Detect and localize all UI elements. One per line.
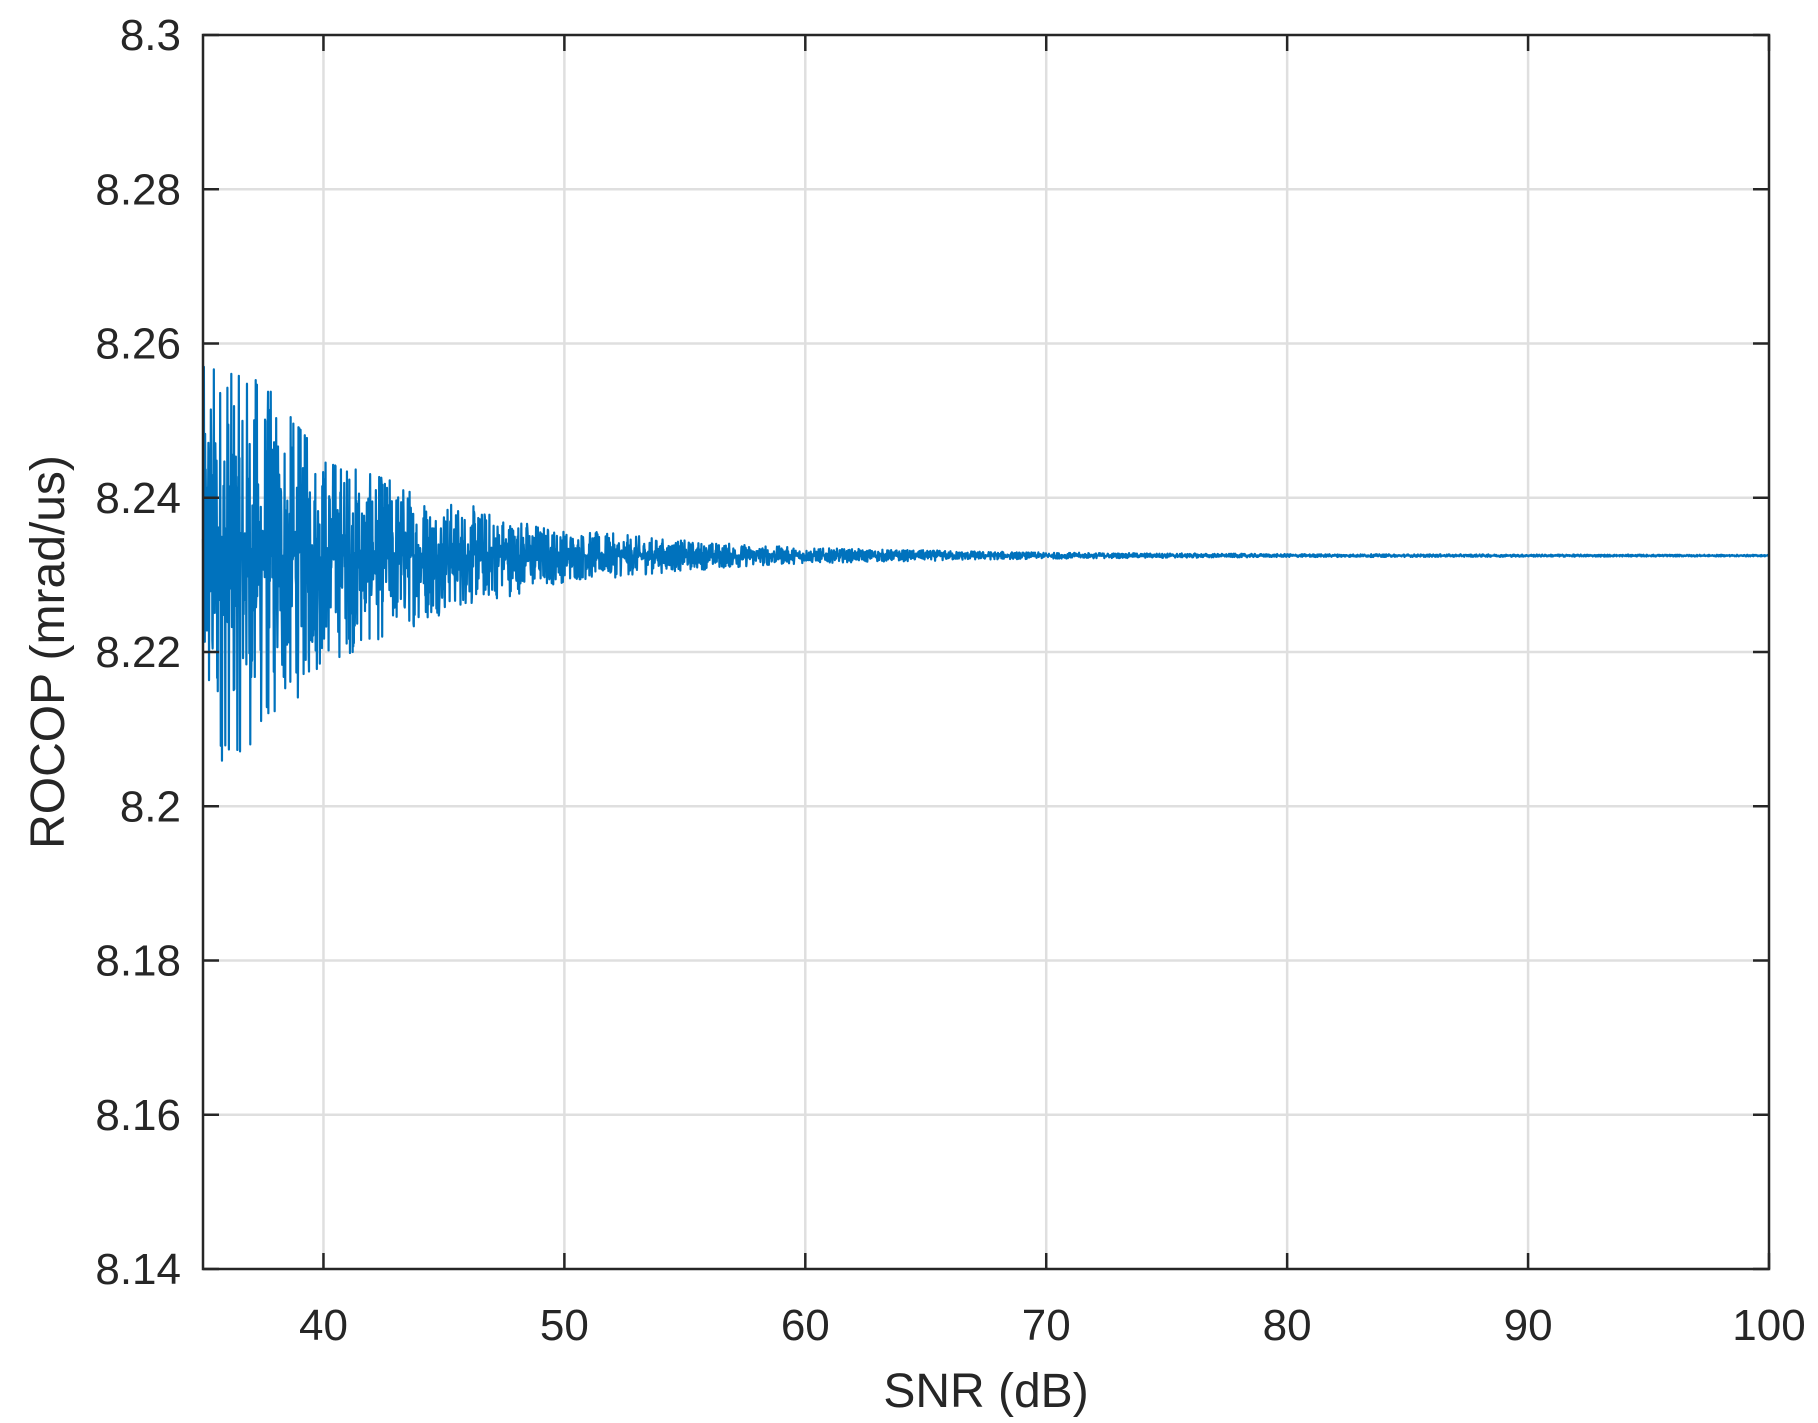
y-tick-label: 8.16 xyxy=(95,1091,181,1140)
x-tick-label: 90 xyxy=(1504,1301,1553,1350)
x-tick-label: 80 xyxy=(1263,1301,1312,1350)
y-tick-labels: 8.14 8.16 8.18 8.2 8.22 8.24 8.26 8.28 8.3 xyxy=(95,11,181,1294)
x-axis-label: SNR (dB) xyxy=(883,1365,1088,1418)
x-tick-label: 50 xyxy=(540,1301,589,1350)
x-tick-label: 70 xyxy=(1022,1301,1071,1350)
y-tick-label: 8.14 xyxy=(95,1245,181,1294)
x-tick-labels: 40 50 60 70 80 90 100 xyxy=(299,1301,1806,1350)
y-tick-label: 8.18 xyxy=(95,937,181,986)
y-tick-label: 8.22 xyxy=(95,628,181,677)
axis-ticks xyxy=(203,33,1771,1271)
series-layer xyxy=(201,365,1770,762)
y-axis-label: ROCOP (mrad/us) xyxy=(22,455,75,849)
x-tick-label: 100 xyxy=(1732,1301,1805,1350)
y-tick-label: 8.2 xyxy=(120,782,181,831)
grid-lines xyxy=(203,35,1769,1269)
y-tick-label: 8.24 xyxy=(95,474,181,523)
rocop-series-line xyxy=(201,365,1770,762)
y-tick-label: 8.26 xyxy=(95,320,181,369)
y-tick-label: 8.28 xyxy=(95,165,181,214)
x-tick-label: 40 xyxy=(299,1301,348,1350)
y-tick-label: 8.3 xyxy=(120,11,181,60)
x-tick-label: 60 xyxy=(781,1301,830,1350)
